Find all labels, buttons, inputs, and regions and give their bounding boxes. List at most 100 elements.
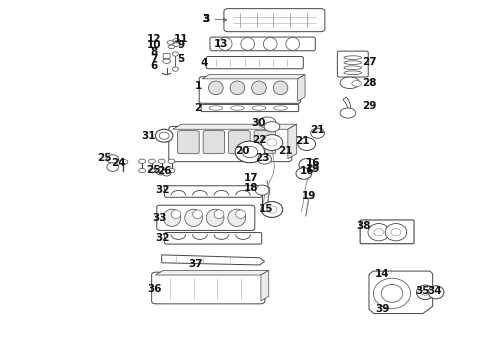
Ellipse shape [273,106,287,110]
Ellipse shape [235,141,265,163]
Polygon shape [369,271,433,314]
Ellipse shape [236,210,245,219]
Ellipse shape [373,278,411,309]
FancyBboxPatch shape [165,186,262,197]
FancyBboxPatch shape [224,9,325,32]
FancyBboxPatch shape [199,77,300,103]
Ellipse shape [230,106,245,110]
Ellipse shape [156,168,166,175]
Ellipse shape [168,159,175,163]
Ellipse shape [209,81,223,95]
Text: 3: 3 [202,14,227,24]
Text: 28: 28 [362,78,376,88]
Ellipse shape [148,159,155,163]
Ellipse shape [173,39,180,42]
Text: 36: 36 [147,284,162,294]
Ellipse shape [267,206,277,213]
Ellipse shape [385,224,407,241]
Text: 21: 21 [310,125,325,135]
Text: 34: 34 [428,286,442,296]
Text: 26: 26 [157,166,172,176]
Ellipse shape [163,59,171,63]
Ellipse shape [219,37,232,50]
FancyBboxPatch shape [201,104,298,112]
Text: 10: 10 [147,40,162,50]
Ellipse shape [241,37,255,50]
Ellipse shape [252,81,267,95]
FancyBboxPatch shape [169,126,292,162]
Ellipse shape [168,168,175,173]
Ellipse shape [158,168,165,173]
Ellipse shape [311,128,324,138]
Text: 22: 22 [252,135,267,145]
Text: 31: 31 [142,131,156,141]
Text: 6: 6 [151,60,158,71]
Polygon shape [261,270,269,301]
Ellipse shape [107,163,119,171]
Ellipse shape [230,81,245,95]
Ellipse shape [155,129,173,142]
Ellipse shape [344,66,362,69]
Text: 18: 18 [244,183,259,193]
FancyBboxPatch shape [157,205,255,230]
Ellipse shape [352,81,362,86]
FancyBboxPatch shape [203,131,224,154]
Ellipse shape [416,285,434,300]
Text: 7: 7 [150,54,158,64]
Text: 19: 19 [301,191,316,201]
Ellipse shape [193,210,202,219]
Ellipse shape [428,286,444,299]
Text: 23: 23 [255,153,270,163]
Ellipse shape [162,170,171,176]
Ellipse shape [255,185,269,195]
Text: 32: 32 [155,233,170,243]
Ellipse shape [267,139,277,146]
Text: 2: 2 [195,103,201,113]
Text: 39: 39 [375,303,390,314]
Ellipse shape [344,61,362,64]
Ellipse shape [148,168,155,173]
FancyBboxPatch shape [254,131,275,154]
Polygon shape [298,75,305,101]
Polygon shape [288,124,296,159]
Ellipse shape [340,77,360,89]
Text: 37: 37 [189,258,203,269]
Text: 24: 24 [111,158,126,168]
Text: 16: 16 [305,158,320,168]
Ellipse shape [173,43,180,46]
Text: 21: 21 [295,136,310,146]
Ellipse shape [167,41,174,44]
Ellipse shape [261,135,283,150]
Ellipse shape [273,81,288,95]
Text: 3: 3 [202,14,209,24]
Text: 25: 25 [146,165,160,175]
FancyBboxPatch shape [165,233,262,244]
Polygon shape [172,124,296,129]
FancyBboxPatch shape [228,131,250,154]
Polygon shape [162,255,265,265]
Text: 16: 16 [299,166,314,176]
Ellipse shape [258,117,276,128]
Text: 38: 38 [356,221,371,231]
Ellipse shape [286,37,300,50]
Text: 35: 35 [415,286,430,296]
Ellipse shape [163,209,181,226]
FancyBboxPatch shape [163,54,170,59]
Ellipse shape [139,168,146,173]
Ellipse shape [171,210,181,219]
Text: 4: 4 [200,58,208,68]
FancyBboxPatch shape [206,57,303,69]
Text: 25: 25 [98,153,112,163]
Text: 3: 3 [202,14,209,24]
Text: 30: 30 [251,118,266,129]
Ellipse shape [368,224,390,241]
Text: 12: 12 [147,34,162,44]
Ellipse shape [264,37,277,50]
Text: 8: 8 [151,47,158,57]
Ellipse shape [168,45,175,49]
Text: 14: 14 [375,269,390,279]
Ellipse shape [209,106,222,110]
Ellipse shape [119,159,128,165]
Text: 17: 17 [244,173,258,183]
Ellipse shape [107,155,119,163]
